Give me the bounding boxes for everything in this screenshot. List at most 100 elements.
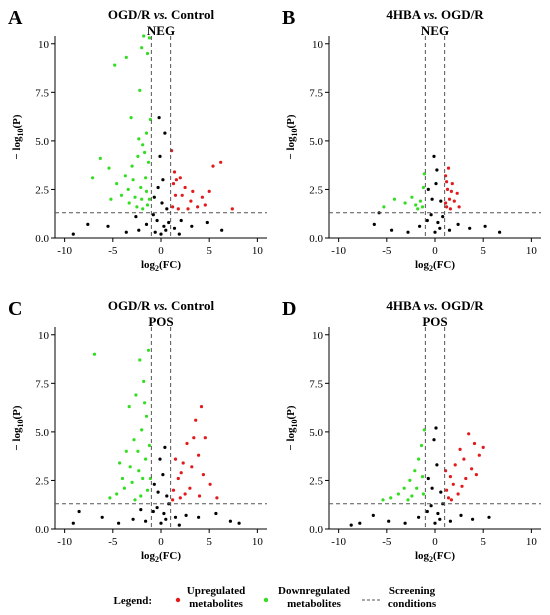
data-point: [156, 185, 160, 190]
data-point: [445, 180, 449, 184]
data-point: [448, 519, 452, 523]
data-point: [220, 228, 224, 232]
data-point: [165, 207, 169, 211]
x-tick-label: 10: [252, 536, 264, 548]
data-point: [228, 519, 232, 523]
data-point: [426, 476, 430, 481]
data-point: [434, 426, 438, 430]
data-point: [118, 461, 122, 465]
data-point: [477, 453, 481, 457]
x-tick-label: 10: [526, 536, 538, 548]
legend-label-screening-line2: conditions: [388, 598, 437, 610]
data-point: [403, 521, 407, 525]
legend-label-screening-line1: Screening: [389, 585, 436, 597]
data-point: [420, 205, 425, 209]
data-point: [448, 207, 452, 211]
data-point: [349, 523, 353, 527]
data-point: [408, 478, 412, 482]
data-point: [162, 511, 166, 516]
legend-label-upregulated-line1: Upregulated: [187, 585, 245, 597]
data-point: [131, 517, 135, 521]
data-point: [119, 193, 124, 197]
x-tick-label: -5: [382, 245, 392, 257]
data-point: [433, 521, 437, 525]
data-point: [449, 189, 453, 193]
data-point: [197, 453, 201, 457]
data-point: [422, 172, 426, 176]
data-point: [171, 182, 176, 186]
data-point: [178, 496, 182, 500]
y-tick-label: 5.0: [35, 136, 49, 148]
x-tick-label: -10: [57, 245, 72, 257]
data-point: [435, 463, 439, 467]
data-point: [414, 203, 418, 207]
data-point: [436, 220, 440, 225]
data-point: [153, 230, 157, 234]
data-point: [161, 473, 165, 477]
data-point: [138, 88, 142, 92]
data-point: [129, 116, 133, 120]
data-point: [205, 220, 209, 225]
data-point: [439, 199, 443, 203]
y-tick-label: 5.0: [309, 136, 323, 148]
title-vs: vs.: [154, 298, 168, 313]
data-point: [163, 131, 167, 135]
data-point: [403, 201, 407, 205]
data-point: [140, 197, 144, 201]
x-tick-label: 5: [206, 245, 212, 257]
data-point: [192, 436, 196, 440]
data-point: [430, 197, 434, 201]
data-point: [171, 488, 176, 492]
y-tick-label: 7.5: [35, 87, 49, 99]
data-point: [421, 185, 425, 190]
x-tick-label: 0: [158, 245, 164, 257]
data-point: [172, 170, 177, 174]
data-point: [167, 220, 171, 225]
data-point: [184, 513, 188, 517]
data-point: [406, 230, 410, 234]
data-point: [446, 166, 451, 170]
x-tick-label: -10: [57, 536, 72, 548]
data-point: [179, 471, 183, 475]
data-point: [459, 513, 463, 517]
panel-label: D: [282, 298, 296, 320]
y-axis-label: − log10(P): [11, 405, 25, 450]
data-point: [91, 176, 95, 180]
data-point: [158, 154, 162, 158]
data-point: [134, 215, 138, 219]
data-point: [176, 207, 180, 211]
y-axis-label: − log10(P): [285, 114, 299, 159]
series-unchanged: [71, 116, 224, 236]
panel-label: C: [8, 298, 22, 320]
data-point: [146, 160, 151, 164]
data-point: [433, 230, 437, 234]
title-main: OGD/R: [108, 7, 154, 22]
x-tick-label: 5: [480, 536, 486, 548]
data-point: [71, 521, 75, 525]
series-upregulated-metabolites: [444, 166, 461, 211]
series-unchanged: [71, 445, 241, 527]
data-point: [432, 154, 436, 158]
title-ref: OGD/R: [438, 7, 484, 22]
data-point: [382, 205, 386, 209]
data-point: [418, 199, 423, 203]
data-point: [159, 232, 163, 236]
data-point: [140, 46, 144, 50]
series-downregulated-metabolites: [91, 34, 152, 211]
data-point: [436, 511, 440, 516]
data-point: [142, 34, 146, 38]
data-point: [446, 496, 451, 500]
data-point: [422, 428, 426, 432]
y-tick-label: 5.0: [35, 427, 49, 439]
data-point: [151, 509, 155, 514]
data-point: [426, 187, 430, 191]
data-point: [136, 154, 140, 158]
data-point: [421, 492, 425, 496]
data-point: [237, 521, 241, 525]
data-point: [471, 517, 475, 521]
x-tick-label: -10: [331, 245, 346, 257]
data-point: [389, 496, 393, 500]
data-point: [196, 205, 200, 209]
series-upregulated-metabolites: [444, 432, 485, 502]
